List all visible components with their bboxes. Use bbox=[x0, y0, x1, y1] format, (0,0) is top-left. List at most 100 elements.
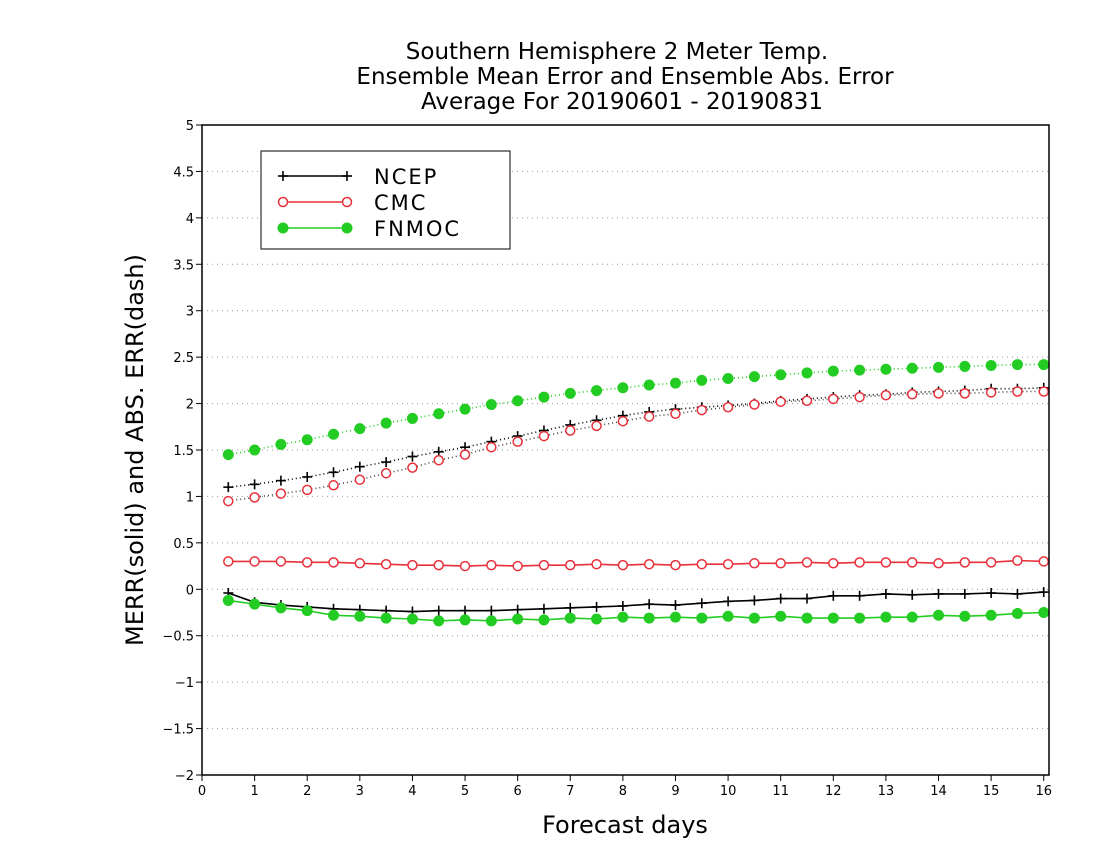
fnmoc-abs-err-point bbox=[722, 373, 734, 384]
cmc-abs-err-point bbox=[985, 387, 997, 398]
x-tick-label: 7 bbox=[566, 784, 574, 799]
ncep-merr-line bbox=[228, 591, 1044, 613]
fnmoc-abs-err-point bbox=[564, 387, 576, 399]
ncep-abs-err-point bbox=[223, 482, 234, 493]
cmc-merr-point bbox=[880, 557, 892, 568]
cmc-merr-point bbox=[985, 557, 997, 568]
fnmoc-merr-point bbox=[485, 615, 497, 627]
legend-label-fnmoc: FNMOC bbox=[374, 217, 461, 241]
cmc-merr-point bbox=[906, 557, 918, 568]
fnmoc-merr-point bbox=[748, 612, 760, 624]
fnmoc-merr-point bbox=[459, 614, 471, 626]
fnmoc-abs-err-point bbox=[380, 417, 392, 429]
ncep-merr-point bbox=[591, 601, 602, 612]
cmc-abs-err-point bbox=[959, 388, 971, 399]
ncep-merr-point bbox=[828, 590, 839, 601]
fnmoc-abs-err-point bbox=[617, 382, 629, 394]
x-tick-label: 5 bbox=[461, 784, 469, 799]
fnmoc-merr-point bbox=[854, 612, 866, 624]
cmc-abs-err-point bbox=[407, 462, 418, 473]
x-tick-label: 2 bbox=[303, 784, 311, 799]
cmc-abs-err-point bbox=[749, 399, 760, 410]
cmc-merr-point bbox=[1012, 555, 1023, 566]
fnmoc-abs-err-point bbox=[854, 364, 866, 376]
cmc-merr-point bbox=[380, 558, 392, 570]
ncep-abs-err-point bbox=[407, 451, 418, 462]
fnmoc-abs-err-point bbox=[459, 403, 471, 415]
y-tick-label: 0 bbox=[186, 583, 194, 598]
cmc-merr-point bbox=[828, 558, 839, 569]
ncep-abs-err-point bbox=[249, 479, 260, 490]
cmc-merr-point bbox=[433, 559, 444, 571]
cmc-merr-point bbox=[486, 559, 497, 571]
cmc-merr-point bbox=[354, 558, 366, 569]
fnmoc-abs-err-point bbox=[906, 362, 918, 374]
cmc-merr-point bbox=[301, 557, 313, 568]
gridlines bbox=[202, 170, 1049, 730]
fnmoc-merr-point bbox=[669, 611, 681, 623]
fnmoc-abs-err-point bbox=[748, 371, 760, 383]
fnmoc-abs-err-line bbox=[228, 363, 1044, 456]
y-tick-label: 0.5 bbox=[173, 537, 194, 552]
ncep-merr-point bbox=[802, 593, 812, 604]
x-tick-label: 9 bbox=[671, 784, 679, 799]
ncep-merr-point bbox=[486, 605, 497, 616]
y-axis-title: MERR(solid) and ABS. ERR(dash) bbox=[121, 254, 149, 646]
cmc-merr-point bbox=[775, 558, 786, 569]
cmc-abs-err-line bbox=[228, 390, 1044, 502]
cmc-abs-err-point bbox=[880, 389, 892, 401]
ncep-merr-point bbox=[749, 595, 760, 606]
ncep-merr-point bbox=[1038, 587, 1049, 598]
x-tick-label: 12 bbox=[825, 784, 842, 799]
fnmoc-abs-err-point bbox=[775, 369, 787, 381]
fnmoc-merr-point bbox=[1011, 607, 1023, 619]
cmc-abs-err-point bbox=[459, 449, 471, 460]
ncep-merr-point bbox=[1012, 588, 1023, 599]
ncep-merr-point bbox=[723, 596, 734, 607]
fnmoc-abs-err-point bbox=[959, 360, 971, 372]
fnmoc-abs-err-point bbox=[696, 374, 708, 386]
cmc-abs-err-point bbox=[275, 488, 287, 499]
x-axis-title: Forecast days bbox=[542, 811, 708, 839]
legend-label-ncep: NCEP bbox=[374, 165, 438, 189]
cmc-abs-err-point bbox=[670, 408, 681, 420]
fnmoc-merr-point bbox=[249, 598, 261, 610]
x-tick-label: 16 bbox=[1035, 784, 1052, 799]
y-tick-label: 3.5 bbox=[173, 258, 194, 273]
fnmoc-merr-point bbox=[643, 612, 655, 624]
fnmoc-merr-point bbox=[591, 613, 603, 625]
fnmoc-abs-err-point bbox=[249, 444, 261, 456]
cmc-abs-err-point bbox=[1038, 386, 1049, 397]
cmc-abs-err-point bbox=[565, 425, 576, 436]
ncep-abs-err-point bbox=[354, 461, 365, 472]
cmc-merr-point bbox=[565, 559, 576, 571]
x-tick-label: 14 bbox=[930, 784, 947, 799]
cmc-abs-err-point bbox=[354, 474, 366, 485]
x-tick-label: 3 bbox=[356, 784, 364, 799]
ncep-merr-point bbox=[933, 588, 944, 599]
ncep-merr-point bbox=[959, 588, 970, 599]
ncep-abs-err-line bbox=[228, 386, 1044, 488]
fnmoc-merr-point bbox=[906, 611, 918, 623]
cmc-merr-point bbox=[538, 559, 550, 571]
legend-marker-ncep bbox=[278, 171, 288, 181]
cmc-merr-point bbox=[1038, 556, 1049, 567]
chart-subtitle-2: Average For 20190601 - 20190831 bbox=[421, 89, 823, 115]
cmc-merr-point bbox=[749, 558, 760, 569]
cmc-merr-point bbox=[643, 558, 655, 570]
ncep-merr-point bbox=[907, 589, 918, 600]
cmc-merr-line bbox=[228, 559, 1044, 567]
ncep-merr-point bbox=[460, 605, 471, 616]
x-tick-label: 8 bbox=[619, 784, 627, 799]
ncep-abs-err-point bbox=[328, 467, 339, 478]
cmc-abs-err-point bbox=[933, 388, 944, 399]
x-tick-label: 4 bbox=[408, 784, 416, 799]
fnmoc-abs-err-point bbox=[512, 395, 524, 407]
ncep-merr-point bbox=[433, 605, 444, 616]
fnmoc-merr-point bbox=[406, 613, 418, 625]
cmc-abs-err-point bbox=[643, 411, 655, 422]
ncep-merr-point bbox=[854, 590, 865, 601]
fnmoc-merr-point bbox=[564, 612, 576, 624]
